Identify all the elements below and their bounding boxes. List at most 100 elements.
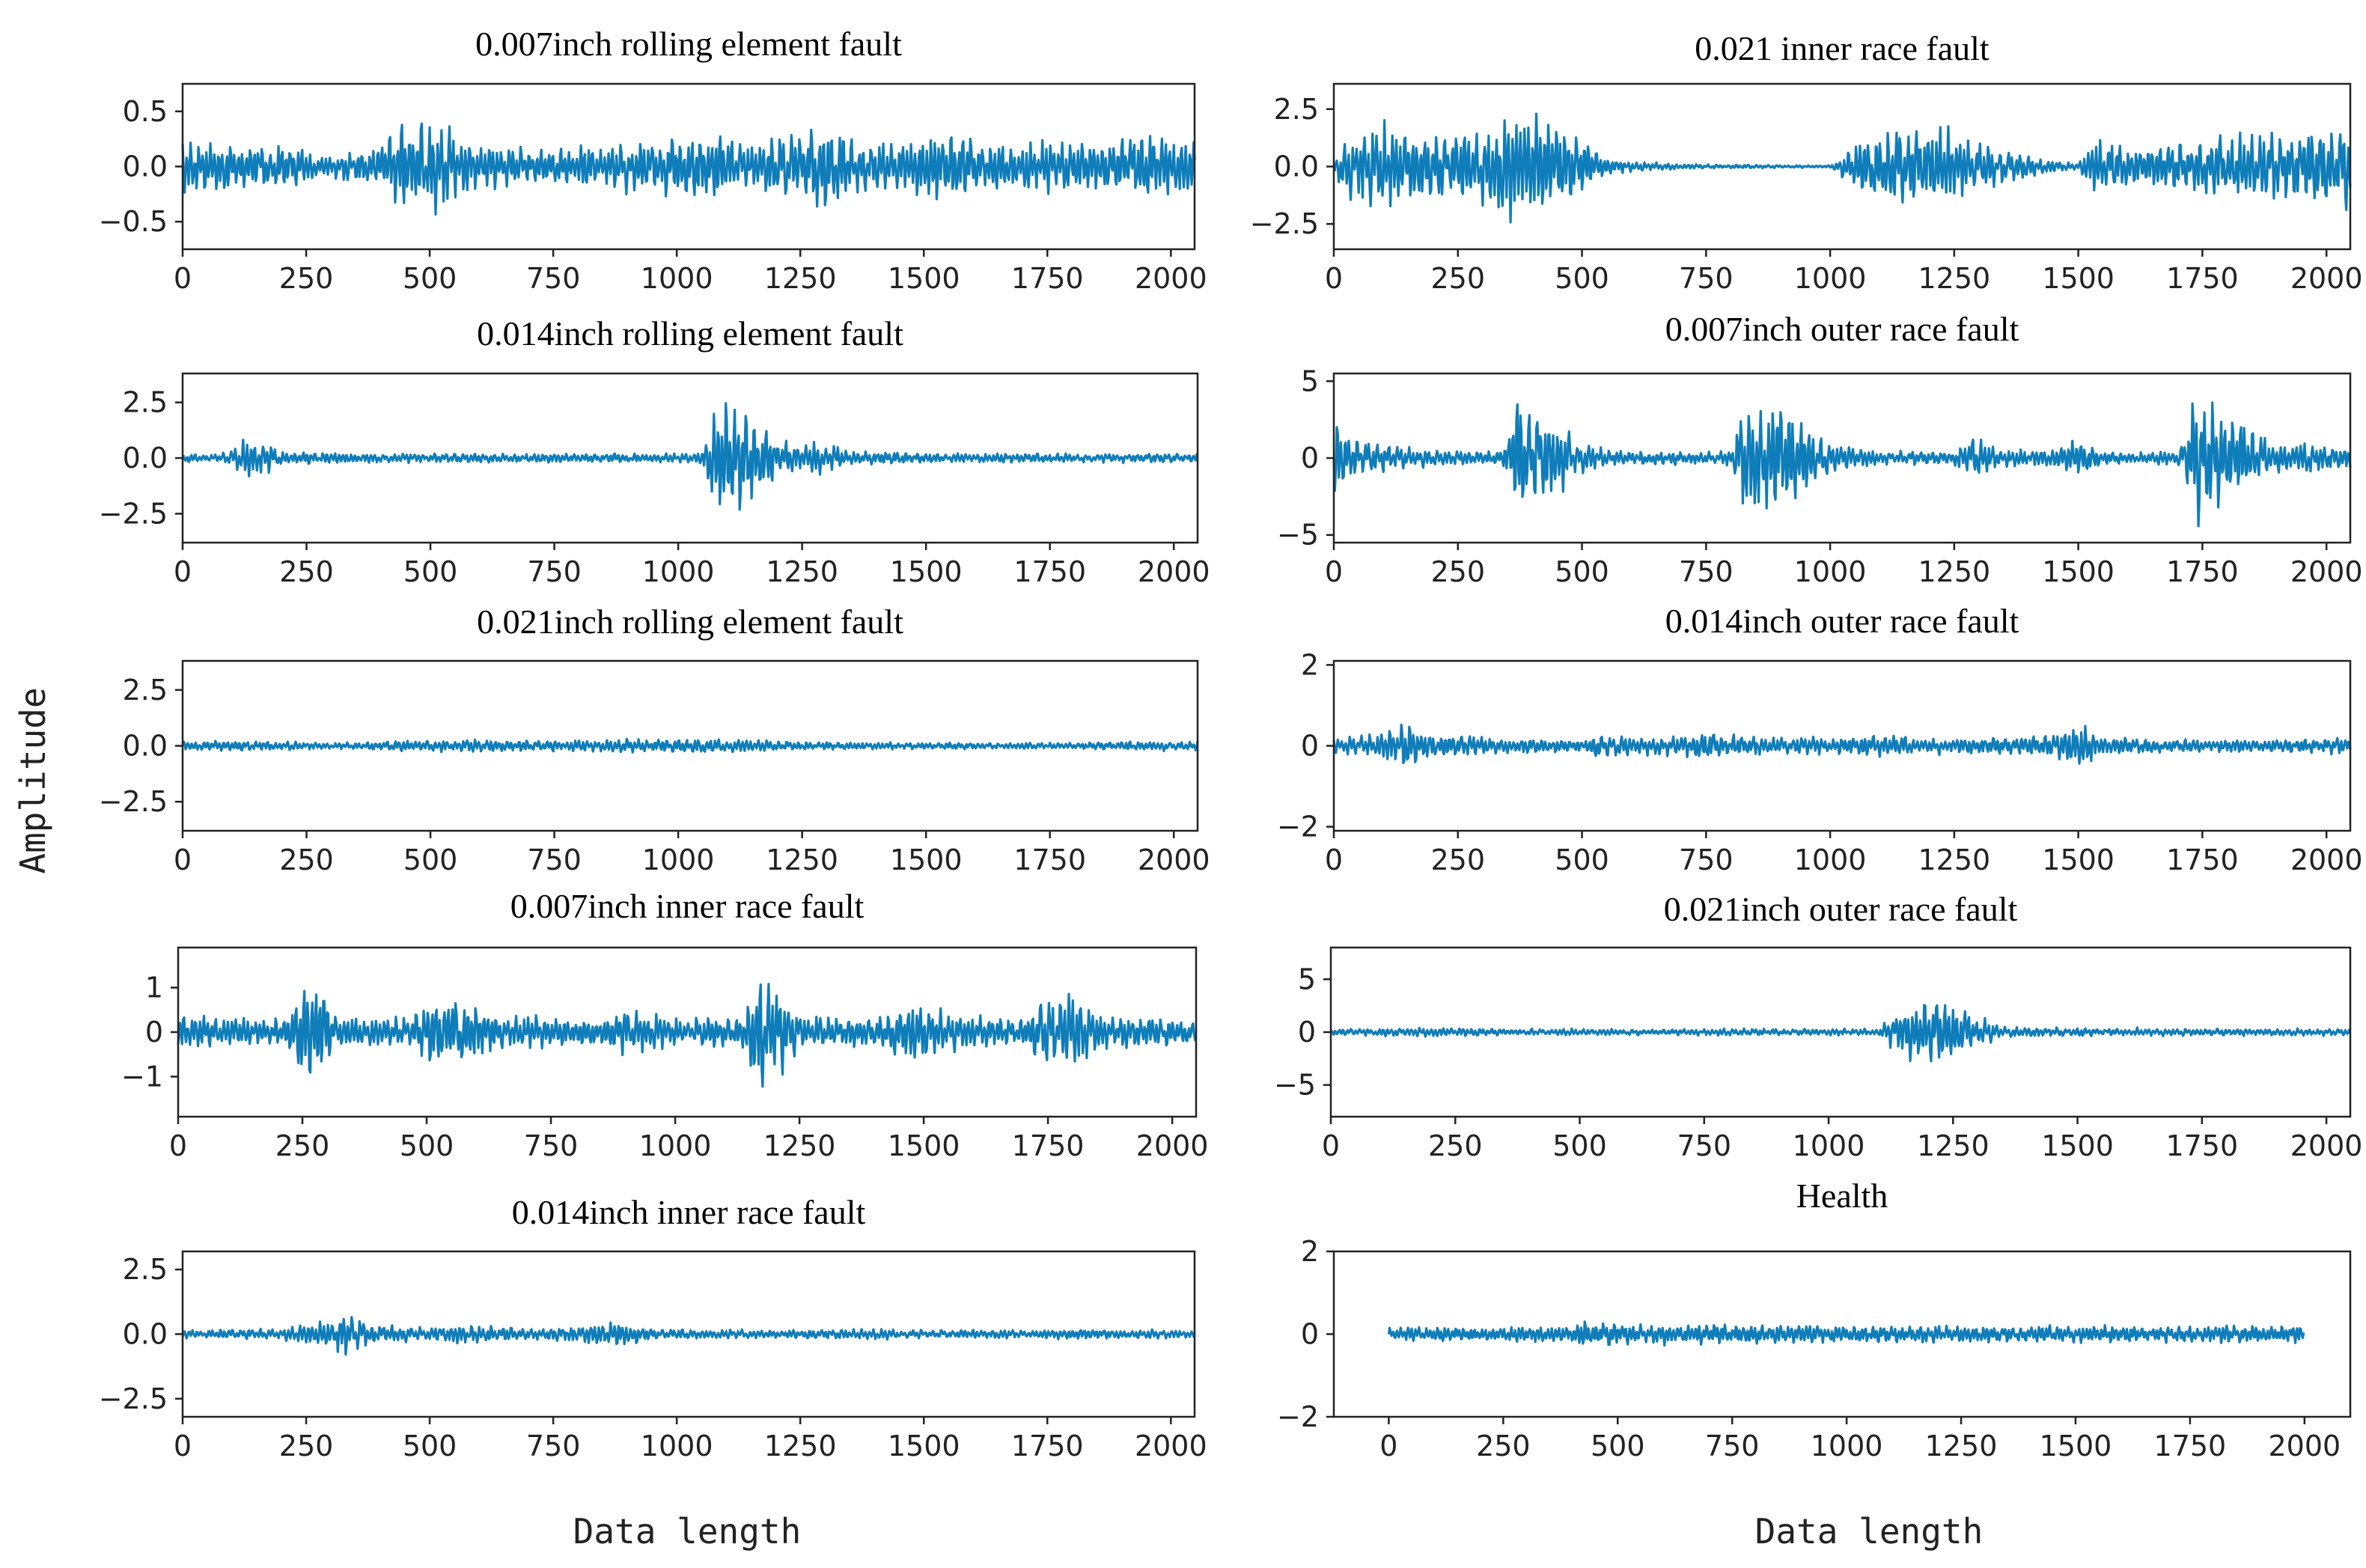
signal-line bbox=[182, 402, 1198, 511]
x-tick-label: 250 bbox=[1428, 1129, 1483, 1162]
y-tick-label: 0.0 bbox=[123, 442, 168, 475]
x-tick-label: 500 bbox=[1555, 844, 1609, 876]
y-tick-label: −2.5 bbox=[99, 1382, 168, 1415]
panel-title: 0.007inch rolling element fault bbox=[475, 25, 902, 63]
y-tick-label: 0 bbox=[1301, 730, 1319, 763]
x-tick-label: 1250 bbox=[1918, 555, 1990, 588]
y-tick-label: −2.5 bbox=[99, 785, 168, 818]
x-tick-label: 250 bbox=[275, 1129, 330, 1162]
y-tick-label: 0.0 bbox=[1274, 150, 1319, 183]
y-tick-label: −2 bbox=[1277, 1400, 1319, 1433]
x-tick-label: 1500 bbox=[888, 262, 960, 295]
x-tick-label: 1500 bbox=[890, 844, 963, 876]
signal-line bbox=[181, 737, 1199, 754]
y-tick-label: −0.5 bbox=[99, 205, 168, 238]
y-tick-label: 0.0 bbox=[123, 730, 168, 763]
x-tick-label: 0 bbox=[174, 1430, 192, 1462]
x-tick-label: 1750 bbox=[1012, 1129, 1085, 1162]
x-tick-label: 1750 bbox=[2154, 1430, 2227, 1462]
x-tick-label: 500 bbox=[400, 1129, 454, 1162]
y-tick-label: 0.0 bbox=[123, 1318, 168, 1351]
x-tick-label: 750 bbox=[526, 1430, 581, 1462]
x-tick-label: 2000 bbox=[1138, 555, 1210, 588]
x-tick-label: 0 bbox=[1325, 555, 1343, 588]
x-tick-label: 750 bbox=[527, 844, 582, 876]
x-tick-label: 750 bbox=[527, 555, 582, 588]
x-tick-label: 1750 bbox=[2166, 555, 2239, 588]
signal-line bbox=[1332, 401, 2352, 528]
x-tick-label: 1500 bbox=[888, 1129, 960, 1162]
y-tick-label: −2.5 bbox=[1250, 207, 1319, 240]
x-tick-label: 1500 bbox=[2042, 262, 2115, 295]
y-tick-label: 2 bbox=[1301, 1235, 1319, 1268]
panel-4: 0.007inch inner race fault 0 250 500 750 1000… bbox=[121, 887, 1209, 1162]
x-tick-label: 500 bbox=[1555, 555, 1609, 588]
x-tick-label: 500 bbox=[403, 262, 457, 295]
x-tick-label: 1500 bbox=[2041, 1129, 2114, 1162]
x-tick-label: 750 bbox=[1679, 262, 1734, 295]
x-tick-label: 2000 bbox=[2290, 844, 2363, 876]
panel-title: 0.007inch inner race fault bbox=[510, 887, 865, 925]
x-tick-label: 1000 bbox=[642, 844, 715, 876]
x-tick-label: 250 bbox=[279, 1430, 334, 1462]
x-tick-label: 1000 bbox=[1794, 555, 1867, 588]
panel-8: 0.014inch outer race fault 0 250 500 750 1000… bbox=[1277, 602, 2363, 876]
panel-9: 0.021inch outer race fault 0 250 500 750 1000… bbox=[1274, 890, 2362, 1162]
x-tick-label: 250 bbox=[279, 262, 334, 295]
signal-line bbox=[177, 983, 1198, 1088]
x-tick-label: 1500 bbox=[2040, 1430, 2112, 1462]
x-tick-label: 1250 bbox=[763, 1129, 836, 1162]
panel-title: Health bbox=[1796, 1177, 1888, 1215]
x-tick-label: 1250 bbox=[1918, 262, 1990, 295]
x-tick-label: 1750 bbox=[1011, 262, 1084, 295]
x-tick-label: 0 bbox=[1325, 262, 1343, 295]
signal-line bbox=[1332, 723, 2352, 765]
x-tick-label: 750 bbox=[524, 1129, 579, 1162]
x-tick-label: 1750 bbox=[1011, 1430, 1084, 1462]
y-axis-title: Amplitude bbox=[13, 687, 53, 873]
x-tick-label: 2000 bbox=[2290, 1129, 2363, 1162]
signal-line bbox=[1387, 1320, 2305, 1347]
x-tick-label: 250 bbox=[1431, 844, 1486, 876]
x-tick-label: 0 bbox=[174, 262, 192, 295]
panel-2: 0.014inch rolling element fault 0 250 500 75… bbox=[99, 314, 1210, 588]
y-tick-label: 0 bbox=[1301, 442, 1319, 475]
panel-title: 0.007inch outer race fault bbox=[1665, 310, 2019, 348]
y-tick-label: 0.0 bbox=[123, 150, 168, 183]
x-tick-label: 1750 bbox=[2166, 262, 2239, 295]
x-tick-label: 1000 bbox=[1811, 1430, 1883, 1462]
x-tick-label: 1500 bbox=[2042, 844, 2115, 876]
panel-title: 0.021inch outer race fault bbox=[1664, 890, 2018, 928]
panel-10: Health 0 250 500 750 1000 1250 1500 1750 2000 −2 0 2 bbox=[1277, 1177, 2352, 1462]
x-tick-label: 1000 bbox=[641, 1430, 713, 1462]
y-tick-label: −5 bbox=[1277, 519, 1319, 552]
panel-1: 0.007inch rolling element fault 0 250 500 75… bbox=[99, 25, 1207, 295]
x-tick-label: 500 bbox=[403, 1430, 457, 1462]
x-tick-label: 1000 bbox=[1794, 844, 1867, 876]
x-tick-label: 2000 bbox=[1136, 1129, 1209, 1162]
x-tick-label: 2000 bbox=[1135, 1430, 1207, 1462]
y-tick-label: 0 bbox=[1298, 1016, 1316, 1049]
y-tick-label: 2.5 bbox=[123, 386, 168, 419]
x-axis-title-left: Data length bbox=[573, 1511, 802, 1552]
y-tick-label: 2.5 bbox=[123, 1253, 168, 1286]
x-tick-label: 1250 bbox=[766, 555, 838, 588]
x-tick-label: 1250 bbox=[764, 1430, 837, 1462]
y-tick-label: 2.5 bbox=[1274, 93, 1319, 126]
panel-title: 0.014inch outer race fault bbox=[1665, 602, 2019, 640]
x-tick-label: 250 bbox=[279, 844, 334, 876]
x-tick-label: 1750 bbox=[2166, 844, 2239, 876]
x-tick-label: 250 bbox=[279, 555, 334, 588]
x-axis-title-right: Data length bbox=[1755, 1511, 1984, 1552]
x-tick-label: 1000 bbox=[1794, 262, 1867, 295]
x-tick-label: 750 bbox=[1705, 1430, 1760, 1462]
x-tick-label: 1250 bbox=[764, 262, 837, 295]
x-tick-label: 750 bbox=[1677, 1129, 1732, 1162]
panel-title: 0.021 inner race fault bbox=[1695, 29, 1990, 67]
y-tick-label: 5 bbox=[1301, 364, 1319, 397]
y-tick-label: 0 bbox=[145, 1016, 163, 1049]
signal-line bbox=[1329, 1004, 2352, 1063]
x-tick-label: 1750 bbox=[1013, 555, 1086, 588]
panel-7: 0.007inch outer race fault 0 250 500 750 1000… bbox=[1277, 310, 2363, 588]
